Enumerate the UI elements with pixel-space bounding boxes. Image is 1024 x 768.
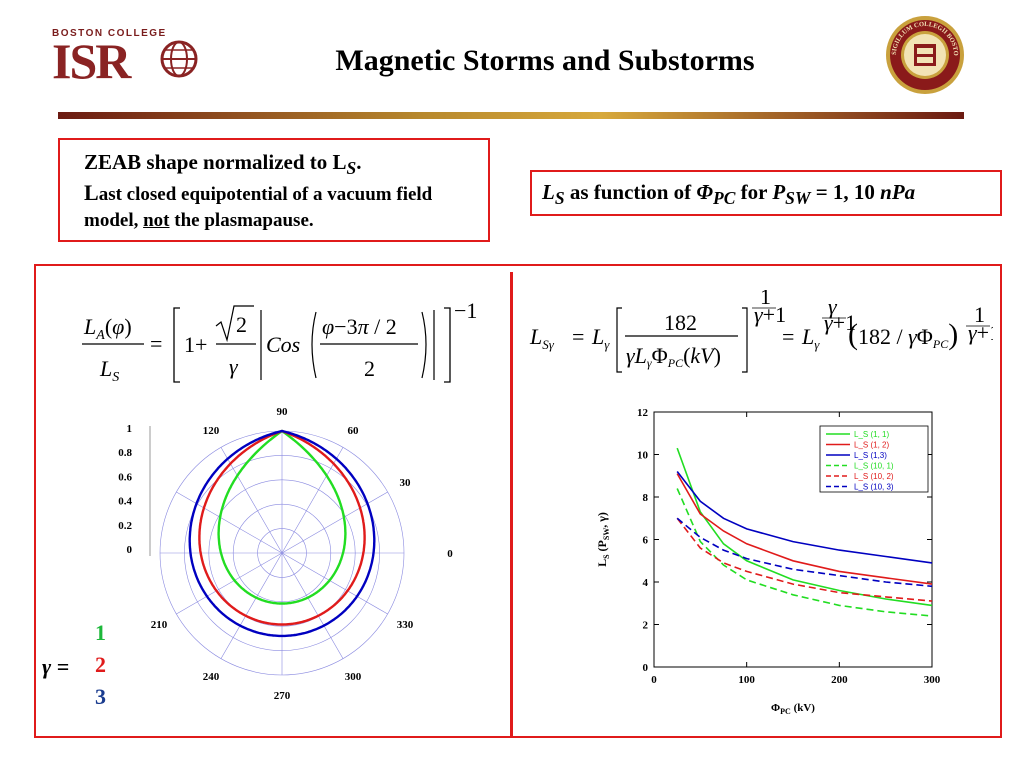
line-series-1	[676, 473, 933, 585]
polar-radial-tick: 0.6	[118, 471, 132, 483]
svg-text:γ+1: γ+1	[968, 320, 993, 345]
y-tick-label: 12	[637, 407, 649, 419]
legend-entry: L_S (1,3)	[854, 451, 887, 460]
svg-text:Lγ: Lγ	[591, 324, 610, 352]
ls-equation: LSγ = Lγ 182 γLγΦPC(kV) 1 γ+1 = Lγ γ γ+1…	[529, 290, 993, 373]
ls-function-box: LS as function of ΦPC for PSW = 1, 10 nP…	[530, 170, 1002, 216]
logo-top-text: BOSTON COLLEGE	[52, 28, 167, 39]
box1-line2: Last closed equipotential of a vacuum fi…	[84, 180, 433, 231]
college-seal-logo: SIGILLUM COLLEGII BOSTONIENSIS	[884, 14, 964, 94]
polar-shape-chart: 1 0.8 0.6 0.4 0.2 0 0 30 60 90 120 210 240 270 300 330	[118, 406, 453, 702]
polar-angle-label: 90	[277, 406, 289, 418]
polar-radial-tick: 0.2	[118, 520, 132, 532]
x-tick-label: 0	[651, 674, 657, 686]
svg-text:Cos: Cos	[266, 332, 300, 357]
box1-line1: ZEAB shape normalized to LS.	[84, 150, 362, 179]
x-tick-label: 300	[924, 674, 941, 686]
polar-radial-tick: 0.4	[118, 496, 132, 508]
gamma-label: γ =	[42, 654, 70, 679]
figures-panel	[34, 264, 1002, 738]
polar-angle-label: 240	[203, 671, 220, 683]
polar-radial-tick: 1	[127, 423, 133, 435]
svg-text:2: 2	[364, 356, 375, 381]
polar-angle-label: 30	[399, 477, 411, 489]
gamma-value-1: 1	[95, 620, 106, 645]
y-tick-label: 4	[643, 577, 649, 589]
polar-angle-label: 0	[447, 548, 453, 560]
polar-angle-label: 60	[348, 425, 360, 437]
page-title: Magnetic Storms and Substorms	[335, 44, 755, 77]
polar-grid-spoke	[281, 552, 388, 615]
shape-description-box: ZEAB shape normalized to LS. Last closed…	[58, 138, 490, 242]
logo-main-text: ISR	[52, 33, 131, 89]
polar-radial-tick: 0.8	[118, 447, 132, 459]
line-legend-box	[819, 425, 929, 493]
svg-text:−1: −1	[454, 298, 477, 323]
shape-equation: LA(φ) LS = 1+ 2 γ Cos φ−3π / 2 2 −1	[82, 298, 477, 385]
svg-text:γ+1: γ+1	[824, 310, 856, 335]
svg-text:=: =	[572, 324, 584, 349]
svg-text:LS: LS	[99, 356, 119, 385]
gamma-value-3: 3	[95, 684, 106, 709]
svg-text:1: 1	[760, 290, 771, 309]
svg-text:2: 2	[236, 312, 247, 337]
y-tick-label: 8	[643, 492, 649, 504]
polar-grid-spoke	[281, 491, 388, 554]
line-series-4	[676, 517, 933, 602]
polar-grid-spoke	[220, 552, 283, 659]
x-axis-label: ΦPC (kV)	[771, 702, 815, 716]
svg-text:=: =	[150, 331, 162, 356]
svg-text:γ: γ	[828, 294, 838, 319]
y-tick-label: 6	[643, 535, 649, 547]
svg-text:γ: γ	[229, 354, 239, 379]
panel-divider	[510, 272, 513, 736]
y-tick-label: 2	[643, 620, 649, 632]
svg-text:(182 / γΦPC): (182 / γΦPC)	[848, 318, 958, 351]
line-series-5	[676, 517, 933, 588]
box2-text: LS as function of ΦPC for PSW = 1, 10 nP…	[542, 180, 916, 209]
isr-logo: BOSTON COLLEGE ISR	[52, 28, 198, 89]
polar-series-gamma-1	[217, 429, 347, 605]
polar-grid-spoke	[176, 491, 283, 554]
polar-angle-label: 120	[203, 425, 220, 437]
polar-angle-label: 330	[397, 619, 414, 631]
legend-entry: L_S (10, 2)	[854, 472, 894, 481]
legend-entry: L_S (10, 1)	[854, 462, 894, 471]
y-axis-label: LS (PSW, γ)	[595, 512, 611, 567]
polar-angle-label: 270	[274, 690, 291, 702]
polar-angle-label: 300	[345, 671, 362, 683]
svg-text:φ−3π / 2: φ−3π / 2	[322, 314, 397, 339]
legend-entry: L_S (1, 2)	[854, 441, 889, 450]
line-series-3	[676, 488, 933, 617]
y-tick-label: 10	[637, 450, 649, 462]
svg-text:LSγ: LSγ	[529, 324, 555, 352]
svg-text:γ+1: γ+1	[754, 302, 786, 327]
x-tick-label: 200	[831, 674, 848, 686]
svg-text:182: 182	[664, 310, 697, 335]
svg-text:γLγΦPC(kV): γLγΦPC(kV)	[626, 343, 721, 370]
y-tick-label: 0	[643, 662, 649, 674]
svg-text:1: 1	[974, 302, 985, 327]
ls-line-chart: 0 2 4 6 8 10 12 0 100 200 300 ΦPC (kV) LS (PSW, γ) L_…	[595, 407, 941, 716]
gamma-value-2: 2	[95, 652, 106, 677]
line-series-2	[676, 471, 933, 564]
legend-entry: L_S (1, 1)	[854, 430, 889, 439]
svg-text:=: =	[782, 324, 794, 349]
polar-grid-spoke	[281, 447, 344, 554]
polar-grid-spoke	[176, 552, 283, 615]
header-divider	[58, 112, 964, 119]
globe-icon	[160, 40, 198, 78]
polar-grid-spoke	[220, 447, 283, 554]
svg-text:Lγ: Lγ	[801, 324, 820, 352]
polar-series-gamma-2	[198, 429, 366, 626]
x-tick-label: 100	[738, 674, 755, 686]
polar-series-gamma-3	[188, 429, 376, 638]
legend-entry: L_S (10, 3)	[854, 483, 894, 492]
svg-text:LA(φ): LA(φ)	[83, 314, 132, 343]
polar-grid-spoke	[281, 552, 344, 659]
polar-angle-label: 210	[151, 619, 168, 631]
svg-text:1+: 1+	[184, 332, 207, 357]
polar-radial-tick: 0	[127, 544, 133, 556]
